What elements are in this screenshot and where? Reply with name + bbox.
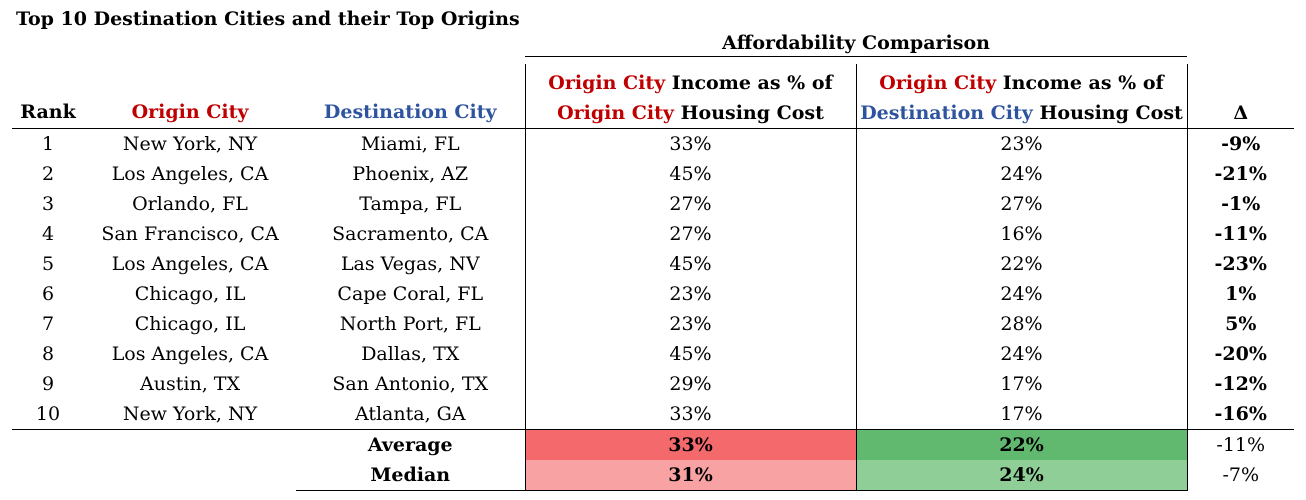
cell-delta: -12%: [1214, 372, 1267, 395]
cell-destination-city: San Antonio, TX: [332, 372, 489, 395]
summary-median-origin-pct: 31%: [524, 459, 857, 491]
cell-origin-pct: 45%: [524, 248, 857, 279]
cell-rank: 7: [41, 312, 55, 335]
table-row: 8 Los Angeles, CA Dallas, TX 45% 24% -20…: [12, 338, 1294, 369]
summary-label-median: Median: [296, 459, 525, 491]
cell-destination-pct: 17%: [856, 398, 1188, 430]
cell-rank: 1: [41, 132, 55, 155]
header-dest-pct-line2-destination: Destination City: [860, 101, 1033, 124]
cell-origin-city: New York, NY: [84, 398, 296, 430]
cell-destination-city: Dallas, TX: [361, 342, 460, 365]
cell-rank: 9: [41, 372, 55, 395]
cell-origin-pct: 23%: [524, 308, 857, 339]
table-row: 6 Chicago, IL Cape Coral, FL 23% 24% 1%: [12, 278, 1294, 309]
header-dest-pct-line1-rest: Income as % of: [996, 71, 1164, 94]
cell-origin-city: Los Angeles, CA: [111, 342, 269, 365]
table-title: Top 10 Destination Cities and their Top …: [16, 8, 520, 30]
header-origin-pct-line2-origin: Origin City: [557, 101, 674, 124]
cell-destination-pct: 22%: [856, 248, 1188, 279]
header-delta: Δ: [1187, 64, 1294, 129]
affordability-group-header: Affordability Comparison: [525, 32, 1187, 57]
table-row: 1 New York, NY Miami, FL 33% 23% -9%: [12, 128, 1294, 159]
cell-origin-city: Los Angeles, CA: [111, 252, 269, 275]
cell-origin-pct: 33%: [524, 398, 857, 430]
cell-delta: -20%: [1214, 342, 1267, 365]
cell-delta: -9%: [1221, 132, 1261, 155]
cell-destination-pct: 24%: [856, 278, 1188, 309]
cell-delta: -23%: [1214, 252, 1267, 275]
cell-destination-city: North Port, FL: [339, 312, 481, 335]
header-destination-city: Destination City: [296, 64, 525, 129]
summary-average-delta: -11%: [1216, 433, 1266, 456]
table-row: 5 Los Angeles, CA Las Vegas, NV 45% 22% …: [12, 248, 1294, 279]
cell-rank: 10: [12, 398, 84, 430]
summary-average-origin-pct: 33%: [524, 429, 857, 460]
table-row: 2 Los Angeles, CA Phoenix, AZ 45% 24% -2…: [12, 158, 1294, 189]
summary-row-median: Median 31% 24% -7%: [12, 459, 1294, 491]
cell-destination-pct: 28%: [856, 308, 1188, 339]
cell-delta: -21%: [1214, 162, 1267, 185]
header-row: Rank Origin City Destination City Origin…: [12, 64, 1294, 129]
header-origin-income-pct-destination-housing: Origin City Income as % of Destination C…: [856, 64, 1188, 129]
cell-destination-city: Atlanta, GA: [296, 398, 525, 430]
cell-rank: 3: [41, 192, 55, 215]
cell-origin-city: Orlando, FL: [132, 192, 248, 215]
cell-rank: 4: [41, 222, 55, 245]
cell-origin-pct: 23%: [524, 278, 857, 309]
table-row: 10 New York, NY Atlanta, GA 33% 17% -16%: [12, 398, 1294, 430]
summary-row-average: Average 33% 22% -11%: [12, 429, 1294, 460]
cell-origin-city: Los Angeles, CA: [111, 162, 269, 185]
cell-origin-city: Chicago, IL: [134, 312, 246, 335]
cell-destination-city: Las Vegas, NV: [340, 252, 480, 275]
cell-destination-city: Cape Coral, FL: [337, 282, 484, 305]
cell-destination-city: Phoenix, AZ: [352, 162, 469, 185]
cell-delta: 1%: [1225, 282, 1257, 305]
cell-origin-city: San Francisco, CA: [101, 222, 279, 245]
cell-origin-city: Chicago, IL: [134, 282, 246, 305]
cell-origin-pct: 45%: [524, 158, 857, 189]
cell-origin-pct: 27%: [524, 188, 857, 219]
cell-destination-city: Tampa, FL: [359, 192, 462, 215]
cell-origin-city: Austin, TX: [140, 372, 240, 395]
cell-delta: 5%: [1225, 312, 1257, 335]
cell-delta: -1%: [1221, 192, 1261, 215]
cell-delta: -11%: [1214, 222, 1267, 245]
cell-origin-pct: 45%: [524, 338, 857, 369]
cell-destination-pct: 16%: [856, 218, 1188, 249]
header-dest-pct-line2-rest: Housing Cost: [1032, 101, 1183, 124]
summary-median-delta: -7%: [1222, 463, 1260, 486]
cell-destination-city: Miami, FL: [360, 132, 460, 155]
table-row: 4 San Francisco, CA Sacramento, CA 27% 1…: [12, 218, 1294, 249]
header-dest-pct-line1-origin: Origin City: [879, 71, 997, 94]
table-row: 3 Orlando, FL Tampa, FL 27% 27% -1%: [12, 188, 1294, 219]
header-rank: Rank: [12, 64, 84, 129]
cell-destination-pct: 24%: [856, 158, 1188, 189]
cell-origin-pct: 33%: [524, 128, 857, 159]
cell-destination-pct: 17%: [856, 368, 1188, 399]
cell-rank: 8: [41, 342, 55, 365]
cell-delta: -16%: [1187, 398, 1294, 430]
cell-rank: 6: [41, 282, 55, 305]
cell-rank: 2: [41, 162, 55, 185]
summary-label-average: Average: [367, 433, 453, 456]
summary-average-destination-pct: 22%: [856, 429, 1188, 460]
header-origin-pct-line1-rest: Income as % of: [665, 71, 833, 94]
cell-origin-city: New York, NY: [122, 132, 258, 155]
header-origin-city: Origin City: [84, 64, 296, 129]
cell-origin-pct: 27%: [524, 218, 857, 249]
cell-origin-pct: 29%: [524, 368, 857, 399]
table-row: 7 Chicago, IL North Port, FL 23% 28% 5%: [12, 308, 1294, 339]
cell-destination-pct: 23%: [856, 128, 1188, 159]
table-row: 9 Austin, TX San Antonio, TX 29% 17% -12…: [12, 368, 1294, 399]
header-origin-pct-line1-origin: Origin City: [548, 71, 666, 94]
header-origin-pct-line2-rest: Housing Cost: [673, 101, 824, 124]
destination-table: Rank Origin City Destination City Origin…: [12, 64, 1294, 491]
cell-destination-city: Sacramento, CA: [332, 222, 489, 245]
cell-rank: 5: [41, 252, 55, 275]
summary-median-destination-pct: 24%: [856, 459, 1188, 491]
header-origin-income-pct-origin-housing: Origin City Income as % of Origin City H…: [524, 64, 857, 129]
cell-destination-pct: 24%: [856, 338, 1188, 369]
cell-destination-pct: 27%: [856, 188, 1188, 219]
